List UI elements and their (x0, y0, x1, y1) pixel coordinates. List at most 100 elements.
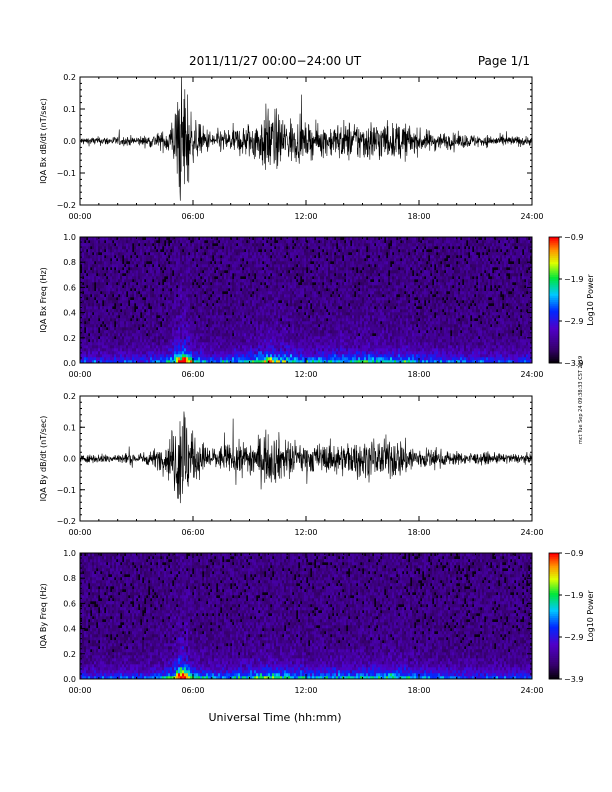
bx-spec-cell (200, 243, 203, 247)
bx-spec-cell (284, 291, 287, 295)
bx-spec-cell (84, 249, 87, 253)
bx-spec-cell (88, 285, 91, 289)
bx-spec-cell (304, 354, 307, 358)
bx-spec-cell (100, 351, 103, 355)
bx-spec-cell (302, 318, 305, 322)
bx-spec-cell (150, 276, 153, 280)
bx-spec-cell (298, 291, 301, 295)
bx-spec-cell (128, 264, 131, 268)
bx-spec-cell (272, 300, 275, 304)
bx-spec-cell (208, 294, 211, 298)
bx-spec-cell (152, 342, 155, 346)
bx-spec-cell (118, 267, 121, 271)
bx-spec-cell (290, 267, 293, 271)
bx-spec-cell (86, 270, 89, 274)
bx-spec-cell (102, 264, 105, 268)
bx-spec-cell (326, 348, 329, 352)
bx-spec-cell (320, 339, 323, 343)
bx-spec-cell (84, 243, 87, 247)
bx-spec-cell (220, 300, 223, 304)
bx-spec-cell (294, 291, 297, 295)
bx-spec-cell (230, 288, 233, 292)
bx-spec-cell (320, 342, 323, 346)
bx-spec-cell (320, 255, 323, 259)
bx-spec-cell (208, 279, 211, 283)
bx-spec-cell (272, 357, 275, 361)
bx-spec-cell (278, 330, 281, 334)
bx-spec-cell (252, 345, 255, 349)
bx-spec-cell (166, 270, 169, 274)
bx-spec-cell (260, 339, 263, 343)
bx-spec-cell (224, 324, 227, 328)
bx-spec-cell (244, 273, 247, 277)
bx-spec-cell (180, 348, 183, 352)
bx-spec-cell (156, 348, 159, 352)
bx-spec-cell (300, 285, 303, 289)
bx-spec-cell (322, 261, 325, 265)
bx-spec-cell (286, 348, 289, 352)
bx-spec-cell (326, 312, 329, 316)
bx-spec-cell (88, 360, 91, 364)
bx-spec-cell (320, 357, 323, 361)
bx-spec-cell (220, 330, 223, 334)
bx-spec-cell (328, 303, 331, 307)
bx-spec-cell (86, 288, 89, 292)
bx-spec-cell (282, 246, 285, 250)
bx-spec-cell (84, 273, 87, 277)
bx-spec-cell (206, 264, 209, 268)
bx-spec-cell (98, 321, 101, 325)
bx-spec-cell (232, 288, 235, 292)
bx-spec-cell (276, 249, 279, 253)
bx-spec-cell (256, 315, 259, 319)
bx-spec-cell (108, 321, 111, 325)
bx-spec-cell (300, 273, 303, 277)
bx-spec-cell (226, 330, 229, 334)
bx-spec-cell (178, 345, 181, 349)
bx-spec-cell (164, 294, 167, 298)
bx-spec-cell (116, 330, 119, 334)
bx-spec-cell (214, 303, 217, 307)
bx-spec-cell (150, 333, 153, 337)
bx-spec-cell (320, 267, 323, 271)
bx-spec-cell (300, 348, 303, 352)
bx-spec-cell (300, 303, 303, 307)
bx-spec-cell (86, 336, 89, 340)
bx-spec-cell (102, 243, 105, 247)
bx-spec-cell (208, 309, 211, 313)
bx-spec-cell (186, 303, 189, 307)
bx-spec-cell (214, 279, 217, 283)
bx-spec-cell (180, 285, 183, 289)
bx-spec-cell (288, 258, 291, 262)
bx-spec-cell (236, 351, 239, 355)
bx-spec-cell (300, 246, 303, 250)
bx-spec-cell (188, 273, 191, 277)
bx-spec-cell (154, 267, 157, 271)
bx-spec-cell (144, 327, 147, 331)
bx-spec-cell (126, 252, 129, 256)
bx-spec-cell (114, 288, 117, 292)
bx-spec-cell (130, 351, 133, 355)
bx-spec-cell (290, 240, 293, 244)
bx-spec-cell (234, 336, 237, 340)
bx-spec-cell (184, 276, 187, 280)
bx-spec-cell (166, 345, 169, 349)
bx-spec-cell (174, 240, 177, 244)
bx-spec-cell (230, 318, 233, 322)
bx-spec-cell (234, 243, 237, 247)
bx-spec-cell (300, 270, 303, 274)
bx-spec-cell (192, 348, 195, 352)
bx-spec-cell (320, 324, 323, 328)
bx-spec-cell (282, 336, 285, 340)
bx-spec-cell (98, 249, 101, 253)
bx-spec-cell (286, 270, 289, 274)
bx-spec-cell (178, 237, 181, 241)
bx-spec-cell (322, 327, 325, 331)
bx-spec-cell (292, 354, 295, 358)
bx-spec-cell (156, 246, 159, 250)
bx-spec-cell (124, 360, 127, 364)
bx-spec-cell (188, 318, 191, 322)
bx-spec-cell (328, 279, 331, 283)
bx-spec-cell (92, 249, 95, 253)
bx-spec-cell (288, 273, 291, 277)
bx-spec-cell (300, 267, 303, 271)
